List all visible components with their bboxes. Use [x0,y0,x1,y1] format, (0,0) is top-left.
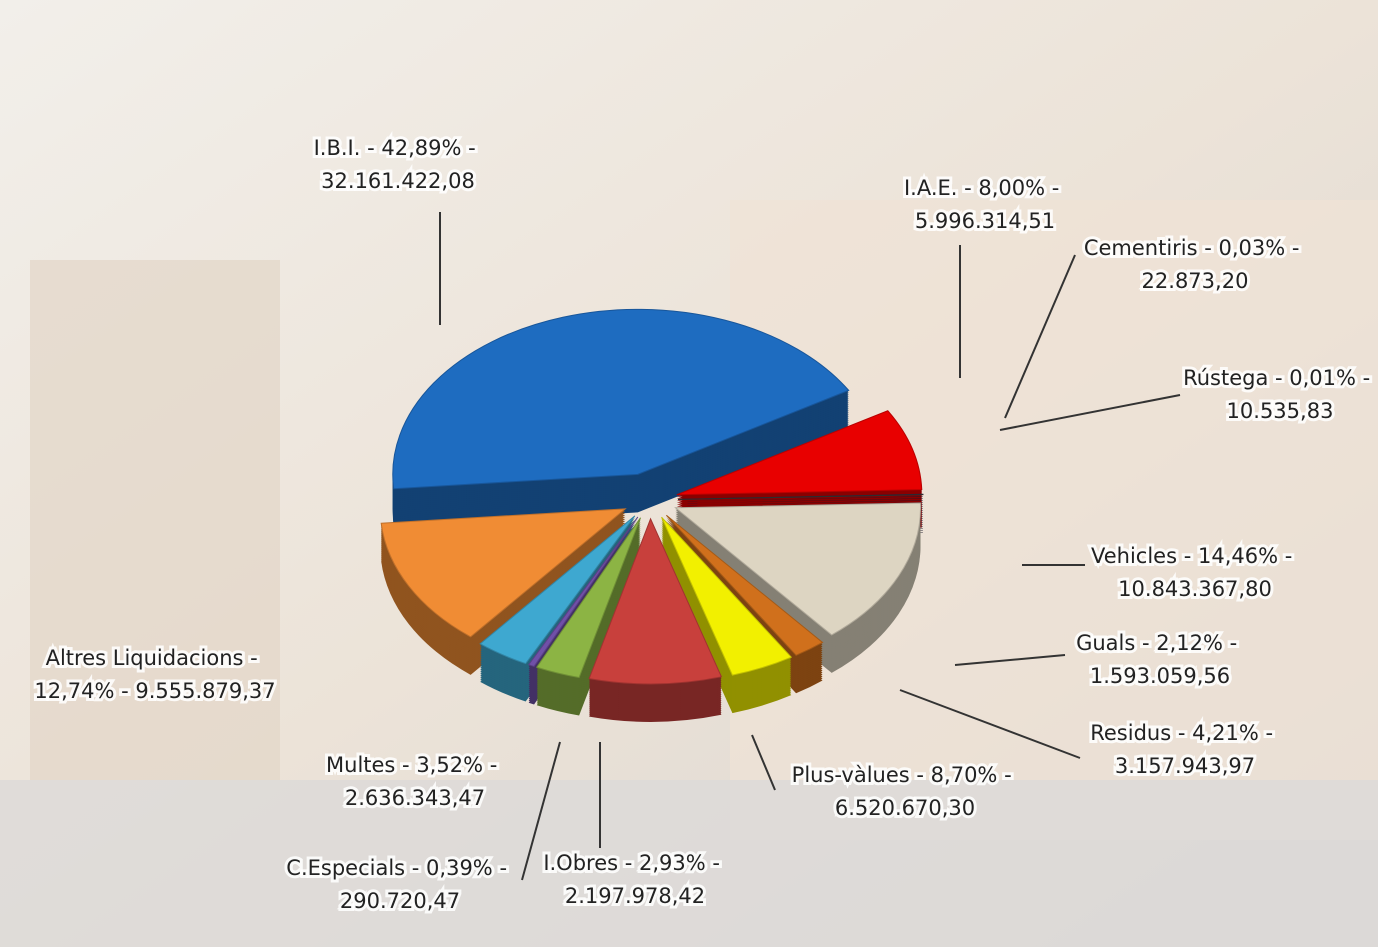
label-percent: 12,74% [34,679,114,703]
label-separator: - [114,679,135,703]
label-name: Rústega [1183,366,1268,390]
label-percent: 2,93% [639,851,706,875]
label-amount: 3.157.943,97 [1115,754,1255,778]
label-separator: - [483,753,504,777]
label-name: I.A.E. [904,176,957,200]
label-separator: - [1285,236,1306,260]
label-amount: 22.873,20 [1142,269,1249,293]
label-separator: - [1177,544,1198,568]
label-name: Vehicles [1091,544,1177,568]
label-name: I.B.I. [314,136,361,160]
label-separator: - [1356,366,1377,390]
label-percent: 0,39% [426,856,493,880]
chart: I.B.I. - 42,89% - 32.161.422,08I.A.E. - … [0,0,1378,947]
label-separator: - [1278,544,1299,568]
label-percent: 4,21% [1192,721,1259,745]
label-separator: - [243,646,264,670]
label-amount: 10.843.367,80 [1118,577,1272,601]
label-name: Altres Liquidacions [46,646,244,670]
label-percent: 42,89% [381,136,461,160]
label-name: Plus-vàlues [792,763,910,787]
label-amount: 2.636.343,47 [345,786,485,810]
label-percent: 8,00% [978,176,1045,200]
label-separator: - [1198,236,1219,260]
label-separator: - [957,176,978,200]
label-separator: - [461,136,482,160]
label-separator: - [1223,631,1244,655]
label-separator: - [618,851,639,875]
label-separator: - [997,763,1018,787]
label-separator: - [1045,176,1066,200]
label-amount: 10.535,83 [1227,399,1334,423]
label-amount: 5.996.314,51 [915,209,1055,233]
label-separator: - [1259,721,1280,745]
label-name: Multes [326,753,395,777]
label-name: Cementiris [1084,236,1198,260]
label-amount: 9.555.879,37 [135,679,275,703]
label-separator: - [910,763,931,787]
label-amount: 6.520.670,30 [835,796,975,820]
label-name: I.Obres [543,851,618,875]
label-separator: - [395,753,416,777]
label-percent: 0,03% [1219,236,1286,260]
label-name: Guals [1076,631,1135,655]
label-percent: 0,01% [1289,366,1356,390]
label-percent: 2,12% [1156,631,1223,655]
label-amount: 2.197.978,42 [565,884,705,908]
label-amount: 32.161.422,08 [321,169,475,193]
label-percent: 8,70% [931,763,998,787]
label-separator: - [1171,721,1192,745]
label-name: Residus [1090,721,1171,745]
label-amount: 290.720,47 [340,889,460,913]
label-separator: - [1135,631,1156,655]
label-separator: - [706,851,727,875]
label-name: C.Especials [286,856,405,880]
label-percent: 3,52% [416,753,483,777]
label-separator: - [1268,366,1289,390]
label-separator: - [360,136,381,160]
label-separator: - [405,856,426,880]
label-percent: 14,46% [1198,544,1278,568]
label-separator: - [493,856,514,880]
label-amount: 1.593.059,56 [1090,664,1230,688]
